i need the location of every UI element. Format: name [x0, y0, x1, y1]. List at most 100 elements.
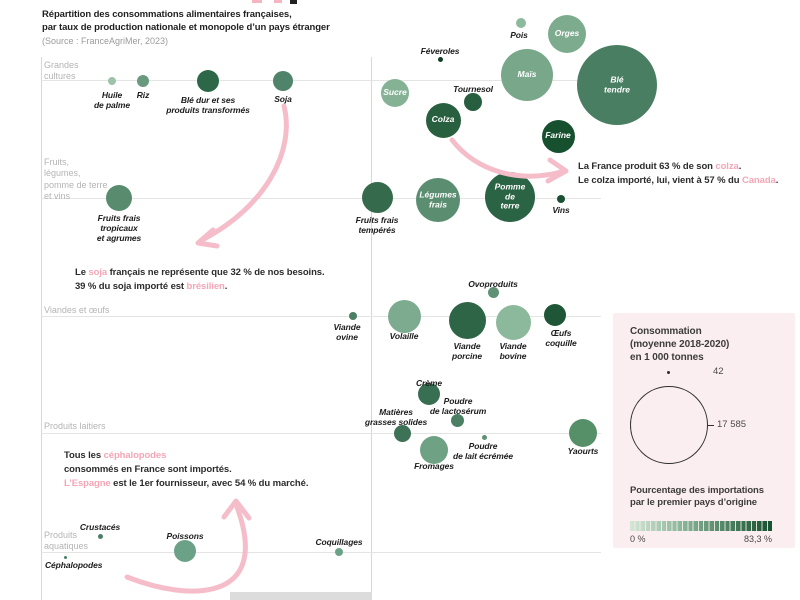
- bubble-fromages: [420, 436, 448, 464]
- bubble-label-legumes-frais: Légumes frais: [419, 189, 457, 209]
- bubble-label-colza: Colza: [431, 114, 455, 125]
- bubble-soja: [273, 71, 293, 91]
- legend-min-dot: [667, 371, 670, 374]
- left-axis-line: [41, 57, 42, 600]
- legend-panel: Consommation (moyenne 2018-2020) en 1 00…: [613, 313, 795, 548]
- bubble-poudre-de-lait-ecremee: [481, 434, 487, 440]
- bubble-creme: [418, 383, 440, 405]
- row-line-grandes-cultures: [41, 80, 601, 81]
- row-line-fruits-legumes-pomme-de-terre-et-vins: [41, 198, 601, 199]
- bubble-riz: [137, 75, 149, 87]
- bubble-label-ble-tendre: Blé tendre: [604, 74, 630, 94]
- bubble-label-viande-bovine: Viande bovine: [499, 341, 527, 362]
- bubble-label-cephalopodes: Céphalopodes: [45, 560, 103, 570]
- bubble-mais: Maïs: [501, 49, 553, 101]
- category-label-viandes-et-ufs: Viandes et œufs: [44, 305, 110, 315]
- bubble-sucre: Sucre: [381, 79, 409, 107]
- chart-title-line1: Répartition des consommations alimentair…: [42, 9, 292, 20]
- bubble-label-huile-de-palme: Huile de palme: [93, 90, 131, 111]
- cutoff-bottom-fragment: [230, 592, 372, 600]
- soja-note: Le soja français ne représente que 32 % …: [75, 267, 325, 293]
- bubble-label-yaourts: Yaourts: [567, 446, 599, 456]
- bubble-cephalopodes: [63, 555, 67, 559]
- bubble-label-poissons: Poissons: [166, 531, 204, 541]
- cephalopodes-arrowhead: [221, 498, 252, 521]
- category-label-grandes-cultures: Grandes cultures: [44, 60, 79, 82]
- bubble-matieres-grasses-solides: [393, 424, 411, 442]
- bubble-tournesol: [464, 93, 482, 111]
- bubble-feveroles: [437, 56, 443, 62]
- legend-gradient-min: 0 %: [630, 534, 646, 544]
- bubble-label-fruits-frais-temperes: Fruits frais tempérés: [355, 215, 399, 236]
- bubble-legumes-frais: Légumes frais: [416, 178, 460, 222]
- bubble-huile-de-palme: [108, 77, 116, 85]
- bubble-label-pois: Pois: [510, 30, 528, 40]
- cutoff-title-fragment: [252, 0, 262, 3]
- cephalopodes-note: Tous les céphalopodes consommés en France…: [64, 450, 309, 490]
- bubble-label-matieres-grasses-solides: Matières grasses solides: [364, 407, 428, 428]
- bubble-label-fruits-frais-tropicaux-et-agrumes: Fruits frais tropicaux et agrumes: [96, 213, 142, 244]
- soja-arrowhead: [195, 227, 220, 249]
- bubble-crustaces: [97, 533, 103, 539]
- cutoff-title-fragment: [274, 0, 282, 3]
- bubble-label-orges: Orges: [554, 28, 580, 39]
- chart-source: (Source : FranceAgriMer, 2023): [42, 36, 169, 46]
- legend-size-title: Consommation (moyenne 2018-2020) en 1 00…: [630, 326, 730, 363]
- bubble-label-riz: Riz: [136, 90, 150, 100]
- bubble-label-tournesol: Tournesol: [453, 84, 493, 94]
- bubble-label-crustaces: Crustacés: [79, 522, 121, 532]
- bubble-yaourts: [569, 419, 597, 447]
- bubble-coquillages: [335, 548, 343, 556]
- legend-max-value: 17 585: [717, 419, 747, 430]
- bubble-ovoproduits: [487, 286, 499, 298]
- bubble-label-poudre-de-lactoserum: Poudre de lactosérum: [429, 396, 487, 417]
- bubble-label-feveroles: Féveroles: [420, 46, 460, 56]
- category-label-fruits-legumes-pomme-de-terre-et-vins: Fruits, légumes, pomme de terre et vins: [44, 157, 108, 201]
- bubble-fruits-frais-tropicaux-et-agrumes: [106, 185, 132, 211]
- bubble-poissons: [174, 540, 196, 562]
- bubble-label-ovoproduits: Ovoproduits: [468, 279, 518, 289]
- bubble-label-viande-ovine: Viande ovine: [333, 322, 361, 343]
- bubble-viande-bovine: [495, 304, 531, 340]
- bubble-label-mais: Maïs: [517, 69, 537, 80]
- legend-gradient-bar: [630, 521, 772, 531]
- bubble-label-soja: Soja: [274, 94, 292, 104]
- bubble-poudre-de-lactoserum: [450, 413, 464, 427]
- bubble-farine: Farine: [541, 119, 575, 153]
- chart-title-line2: par taux de production nationale et mono…: [42, 22, 330, 33]
- legend-min-value: 42: [713, 366, 724, 377]
- bubble-label-sucre: Sucre: [383, 87, 407, 98]
- category-label-produits-aquatiques: Produits aquatiques: [44, 530, 89, 552]
- bubble-vins: [557, 195, 565, 203]
- bubble-label-volaille: Volaille: [389, 331, 419, 341]
- bubble-label-farine: Farine: [545, 130, 571, 141]
- bubble-label-ble-dur-et-ses-produits-transformes: Blé dur et ses produits transformés: [166, 95, 250, 116]
- bubble-pois: [516, 18, 526, 28]
- center-divider-line: [371, 57, 372, 600]
- bubble-label-creme: Crème: [416, 378, 442, 388]
- bubble-label-viande-porcine: Viande porcine: [451, 341, 483, 362]
- colza-arrowhead: [545, 157, 569, 184]
- bubble-label-ufs-coquille: Œufs coquille: [545, 328, 577, 349]
- colza-note: La France produit 63 % de son colza. Le c…: [578, 161, 779, 187]
- row-line-produits-laitiers: [41, 433, 601, 434]
- bubble-ble-dur-et-ses-produits-transformes: [197, 70, 219, 92]
- bubble-label-vins: Vins: [552, 205, 570, 215]
- bubble-ufs-coquille: [544, 304, 566, 326]
- row-line-viandes-et-ufs: [41, 316, 601, 317]
- legend-max-circle: [630, 386, 708, 464]
- bubble-volaille: [387, 299, 421, 333]
- bubble-viande-ovine: [349, 312, 357, 320]
- bubble-viande-porcine: [448, 301, 486, 339]
- category-label-produits-laitiers: Produits laitiers: [44, 421, 106, 431]
- bubble-fruits-frais-temperes: [361, 181, 393, 213]
- soja-arrow: [199, 103, 289, 243]
- legend-max-tick: [707, 425, 714, 426]
- row-line-produits-aquatiques: [41, 552, 601, 553]
- legend-color-title: Pourcentage des importations par le prem…: [630, 485, 764, 509]
- cutoff-title-fragment: [290, 0, 297, 4]
- bubble-label-poudre-de-lait-ecremee: Poudre de lait écrémée: [453, 441, 513, 462]
- bubble-ble-tendre: Blé tendre: [577, 45, 657, 125]
- bubble-colza: Colza: [425, 102, 461, 138]
